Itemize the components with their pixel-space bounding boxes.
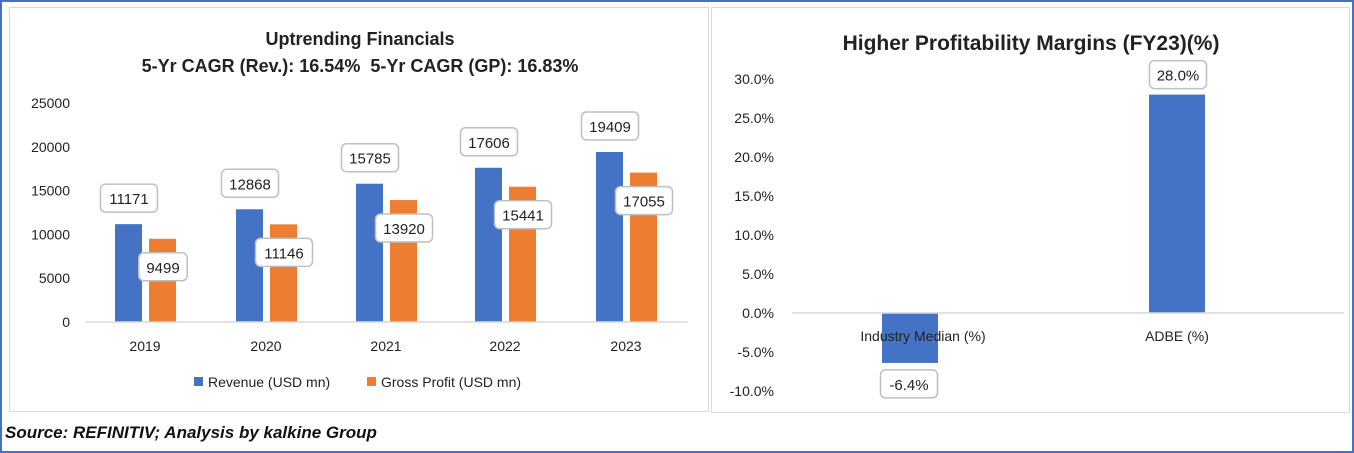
data-label-revenue-box — [459, 127, 519, 157]
data-label-gross-profit: 17055 — [623, 194, 665, 211]
data-label-gross-profit-box — [614, 185, 674, 216]
x-tick-label: ADBE (%) — [1145, 328, 1209, 344]
margins-chart: Higher Profitability Margins (FY23)(%) -… — [730, 32, 1344, 399]
financials-chart: Uptrending Financials 5-Yr CAGR (Rev.): … — [31, 29, 688, 390]
bar-margin — [882, 313, 938, 363]
y-tick-label: 25.0% — [734, 110, 774, 126]
y-tick-label: 0 — [62, 314, 70, 330]
y-tick-label: 5.0% — [742, 266, 774, 282]
data-label-margin: 28.0% — [1157, 68, 1200, 85]
data-label-revenue: 19409 — [589, 119, 631, 136]
y-tick-label: 5000 — [39, 270, 70, 286]
data-label-margin: -6.4% — [889, 377, 928, 394]
x-tick-label: 2020 — [250, 338, 281, 354]
y-tick-label: 10000 — [31, 226, 70, 242]
y-tick-label: 20.0% — [734, 149, 774, 165]
y-tick-label: 25000 — [31, 95, 70, 111]
source-note: Source: REFINITIV; Analysis by kalkine G… — [5, 423, 377, 442]
data-label-revenue-box — [220, 168, 280, 199]
left-chart-subtitle: 5-Yr CAGR (Rev.): 16.54% 5-Yr CAGR (GP):… — [142, 56, 579, 76]
data-label-gross-profit-box — [374, 213, 434, 243]
y-tick-label: 20000 — [31, 139, 70, 155]
y-tick-label: 10.0% — [734, 227, 774, 243]
data-label-gross-profit: 15441 — [502, 208, 544, 225]
y-tick-label: -5.0% — [737, 344, 774, 360]
y-tick-label: 15000 — [31, 183, 70, 199]
right-chart-panel — [711, 7, 1350, 413]
data-label-revenue: 12868 — [229, 176, 271, 193]
x-tick-label: 2023 — [610, 338, 641, 354]
y-tick-label: 15.0% — [734, 188, 774, 204]
data-label-gross-profit-box — [493, 199, 553, 230]
bar-revenue — [596, 151, 623, 322]
x-tick-label: Industry Median (%) — [860, 328, 985, 344]
data-label-gross-profit: 13920 — [383, 221, 425, 238]
legend-label: Revenue (USD mn) — [208, 374, 330, 390]
data-label-gross-profit-box — [138, 252, 188, 282]
data-label-margin-box — [1148, 59, 1208, 90]
data-label-revenue: 15785 — [349, 151, 391, 168]
data-label-revenue: 11171 — [109, 191, 149, 208]
x-tick-label: 2022 — [489, 338, 520, 354]
data-label-revenue: 17606 — [468, 135, 510, 152]
bar-revenue — [115, 224, 142, 322]
bar-margin — [1149, 94, 1205, 313]
x-tick-label: 2019 — [129, 338, 160, 354]
legend-swatch — [194, 377, 203, 386]
x-tick-label: 2021 — [370, 338, 401, 354]
data-label-revenue-box — [340, 142, 400, 173]
y-tick-label: -10.0% — [730, 383, 774, 399]
data-label-revenue-box — [580, 111, 640, 141]
right-chart-title: Higher Profitability Margins (FY23)(%) — [843, 32, 1220, 55]
data-label-gross-profit: 9499 — [146, 260, 179, 277]
data-label-margin-box — [879, 369, 939, 399]
data-label-revenue-box — [99, 183, 159, 213]
data-label-gross-profit: 11146 — [264, 245, 304, 262]
bar-revenue — [356, 183, 383, 322]
data-label-gross-profit-box — [254, 237, 314, 268]
bar-revenue — [475, 167, 502, 322]
legend-label: Gross Profit (USD mn) — [381, 374, 521, 390]
legend-swatch — [367, 377, 376, 386]
y-tick-label: 0.0% — [742, 305, 774, 321]
y-tick-label: 30.0% — [734, 71, 774, 87]
left-chart-title: Uptrending Financials — [265, 29, 454, 49]
